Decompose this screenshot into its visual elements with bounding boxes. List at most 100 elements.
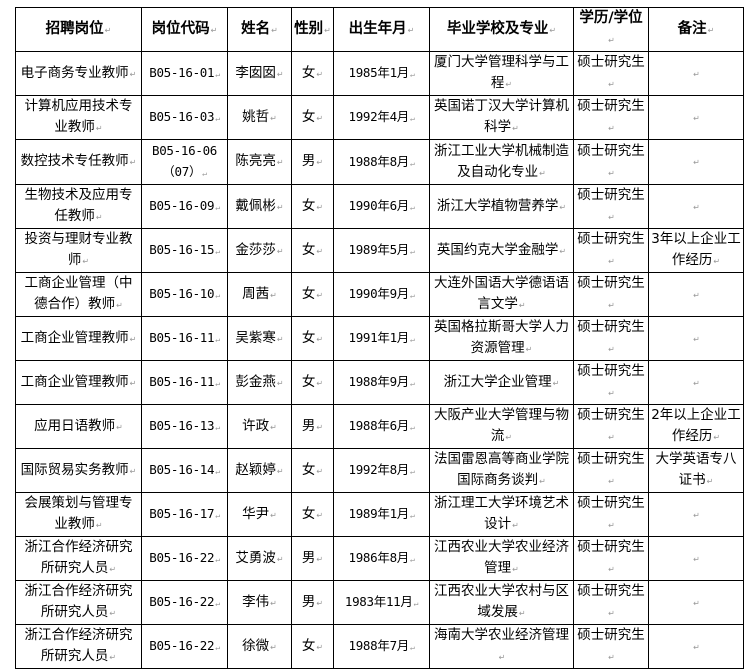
header-birth: 出生年月: [333, 7, 430, 52]
cell-note: [648, 184, 744, 229]
cell-school: 江西农业大学农村与区域发展: [429, 580, 574, 625]
header-school: 毕业学校及专业: [429, 7, 574, 52]
cell-note: 3年以上企业工作经历: [648, 228, 744, 273]
cell-birth: 1992年4月: [333, 95, 430, 140]
cell-gender: 女: [291, 448, 334, 493]
cell-code: B05-16-11: [141, 316, 228, 361]
header-position: 招聘岗位: [15, 7, 142, 52]
cell-degree: 硕士研究生: [573, 580, 649, 625]
cell-school: 法国雷恩高等商业学院国际商务谈判: [429, 448, 574, 493]
table-row: 会展策划与管理专业教师B05-16-17华尹女1989年1月浙江理工大学环境艺术…: [15, 492, 744, 537]
cell-school: 浙江大学植物营养学: [429, 184, 574, 229]
cell-note: [648, 272, 744, 317]
cell-name: 李囡囡: [227, 51, 292, 96]
cell-code: B05-16-11: [141, 360, 228, 405]
table-row: 投资与理财专业教师B05-16-15金莎莎女1989年5月英国约克大学金融学硕士…: [15, 228, 744, 273]
cell-birth: 1988年8月: [333, 139, 430, 185]
cell-gender: 女: [291, 228, 334, 273]
table-row: 浙江合作经济研究所研究人员B05-16-22李伟男1983年11月江西农业大学农…: [15, 580, 744, 625]
cell-position: 电子商务专业教师: [15, 51, 142, 96]
cell-birth: 1992年8月: [333, 448, 430, 493]
cell-degree: 硕士研究生: [573, 184, 649, 229]
cell-note: [648, 360, 744, 405]
cell-school: 大阪产业大学管理与物流: [429, 404, 574, 449]
cell-code: B05-16-15: [141, 228, 228, 273]
header-note: 备注: [648, 7, 744, 52]
cell-position: 国际贸易实务教师: [15, 448, 142, 493]
table-row: 国际贸易实务教师B05-16-14赵颖婷女1992年8月法国雷恩高等商业学院国际…: [15, 448, 744, 493]
cell-birth: 1985年1月: [333, 51, 430, 96]
table-row: 计算机应用技术专业教师B05-16-03姚哲女1992年4月英国诺丁汉大学计算机…: [15, 95, 744, 140]
cell-school: 英国约克大学金融学: [429, 228, 574, 273]
table-body: 电子商务专业教师B05-16-01李囡囡女1985年1月厦门大学管理科学与工程硕…: [15, 51, 744, 669]
cell-degree: 硕士研究生: [573, 536, 649, 581]
cell-gender: 女: [291, 272, 334, 317]
cell-gender: 女: [291, 95, 334, 140]
cell-birth: 1991年1月: [333, 316, 430, 361]
cell-degree: 硕士研究生: [573, 448, 649, 493]
cell-note: 大学英语专八证书: [648, 448, 744, 493]
table-row: 电子商务专业教师B05-16-01李囡囡女1985年1月厦门大学管理科学与工程硕…: [15, 51, 744, 96]
cell-school: 浙江理工大学环境艺术设计: [429, 492, 574, 537]
cell-birth: 1989年1月: [333, 492, 430, 537]
cell-code: B05-16-13: [141, 404, 228, 449]
table-row: 浙江合作经济研究所研究人员B05-16-22艾勇波男1986年8月江西农业大学农…: [15, 536, 744, 581]
cell-birth: 1986年8月: [333, 536, 430, 581]
cell-position: 会展策划与管理专业教师: [15, 492, 142, 537]
header-row: 招聘岗位 岗位代码 姓名 性别 出生年月 毕业学校及专业 学历/学位 备注: [15, 7, 744, 52]
cell-school: 英国诺丁汉大学计算机科学: [429, 95, 574, 140]
cell-position: 浙江合作经济研究所研究人员: [15, 536, 142, 581]
cell-school: 大连外国语大学德语语言文学: [429, 272, 574, 317]
cell-degree: 硕士研究生: [573, 360, 649, 405]
cell-code: B05-16-10: [141, 272, 228, 317]
cell-degree: 硕士研究生: [573, 404, 649, 449]
cell-gender: 女: [291, 316, 334, 361]
cell-name: 陈亮亮: [227, 139, 292, 185]
cell-note: [648, 51, 744, 96]
cell-note: [648, 536, 744, 581]
cell-name: 戴佩彬: [227, 184, 292, 229]
cell-birth: 1983年11月: [333, 580, 430, 625]
cell-birth: 1989年5月: [333, 228, 430, 273]
cell-position: 计算机应用技术专业教师: [15, 95, 142, 140]
cell-school: 浙江工业大学机械制造及自动化专业: [429, 139, 574, 185]
cell-gender: 男: [291, 404, 334, 449]
cell-gender: 女: [291, 360, 334, 405]
recruitment-table: 招聘岗位 岗位代码 姓名 性别 出生年月 毕业学校及专业 学历/学位 备注 电子…: [15, 7, 744, 669]
cell-school: 厦门大学管理科学与工程: [429, 51, 574, 96]
cell-position: 工商企业管理（中德合作）教师: [15, 272, 142, 317]
cell-gender: 男: [291, 536, 334, 581]
cell-name: 李伟: [227, 580, 292, 625]
cell-note: [648, 139, 744, 185]
cell-degree: 硕士研究生: [573, 95, 649, 140]
cell-degree: 硕士研究生: [573, 51, 649, 96]
cell-note: [648, 95, 744, 140]
cell-name: 金莎莎: [227, 228, 292, 273]
header-gender: 性别: [291, 7, 334, 52]
cell-code: B05-16-09: [141, 184, 228, 229]
cell-position: 工商企业管理教师: [15, 360, 142, 405]
cell-name: 吴紫寒: [227, 316, 292, 361]
cell-position: 投资与理财专业教师: [15, 228, 142, 273]
cell-name: 赵颖婷: [227, 448, 292, 493]
cell-gender: 男: [291, 580, 334, 625]
table-row: 生物技术及应用专任教师B05-16-09戴佩彬女1990年6月浙江大学植物营养学…: [15, 184, 744, 229]
cell-code: B05-16-03: [141, 95, 228, 140]
table-row: 数控技术专任教师B05-16-06（07）陈亮亮男1988年8月浙江工业大学机械…: [15, 139, 744, 185]
cell-name: 许政: [227, 404, 292, 449]
table-row: 工商企业管理教师B05-16-11彭金燕女1988年9月浙江大学企业管理硕士研究…: [15, 360, 744, 405]
cell-name: 艾勇波: [227, 536, 292, 581]
cell-code: B05-16-17: [141, 492, 228, 537]
cell-degree: 硕士研究生: [573, 492, 649, 537]
cell-code: B05-16-01: [141, 51, 228, 96]
cell-name: 周茜: [227, 272, 292, 317]
cell-code: B05-16-22: [141, 536, 228, 581]
cell-position: 工商企业管理教师: [15, 316, 142, 361]
cell-degree: 硕士研究生: [573, 139, 649, 185]
cell-name: 姚哲: [227, 95, 292, 140]
cell-gender: 女: [291, 51, 334, 96]
cell-position: 生物技术及应用专任教师: [15, 184, 142, 229]
cell-degree: 硕士研究生: [573, 316, 649, 361]
cell-position: 数控技术专任教师: [15, 139, 142, 185]
cell-position: 应用日语教师: [15, 404, 142, 449]
